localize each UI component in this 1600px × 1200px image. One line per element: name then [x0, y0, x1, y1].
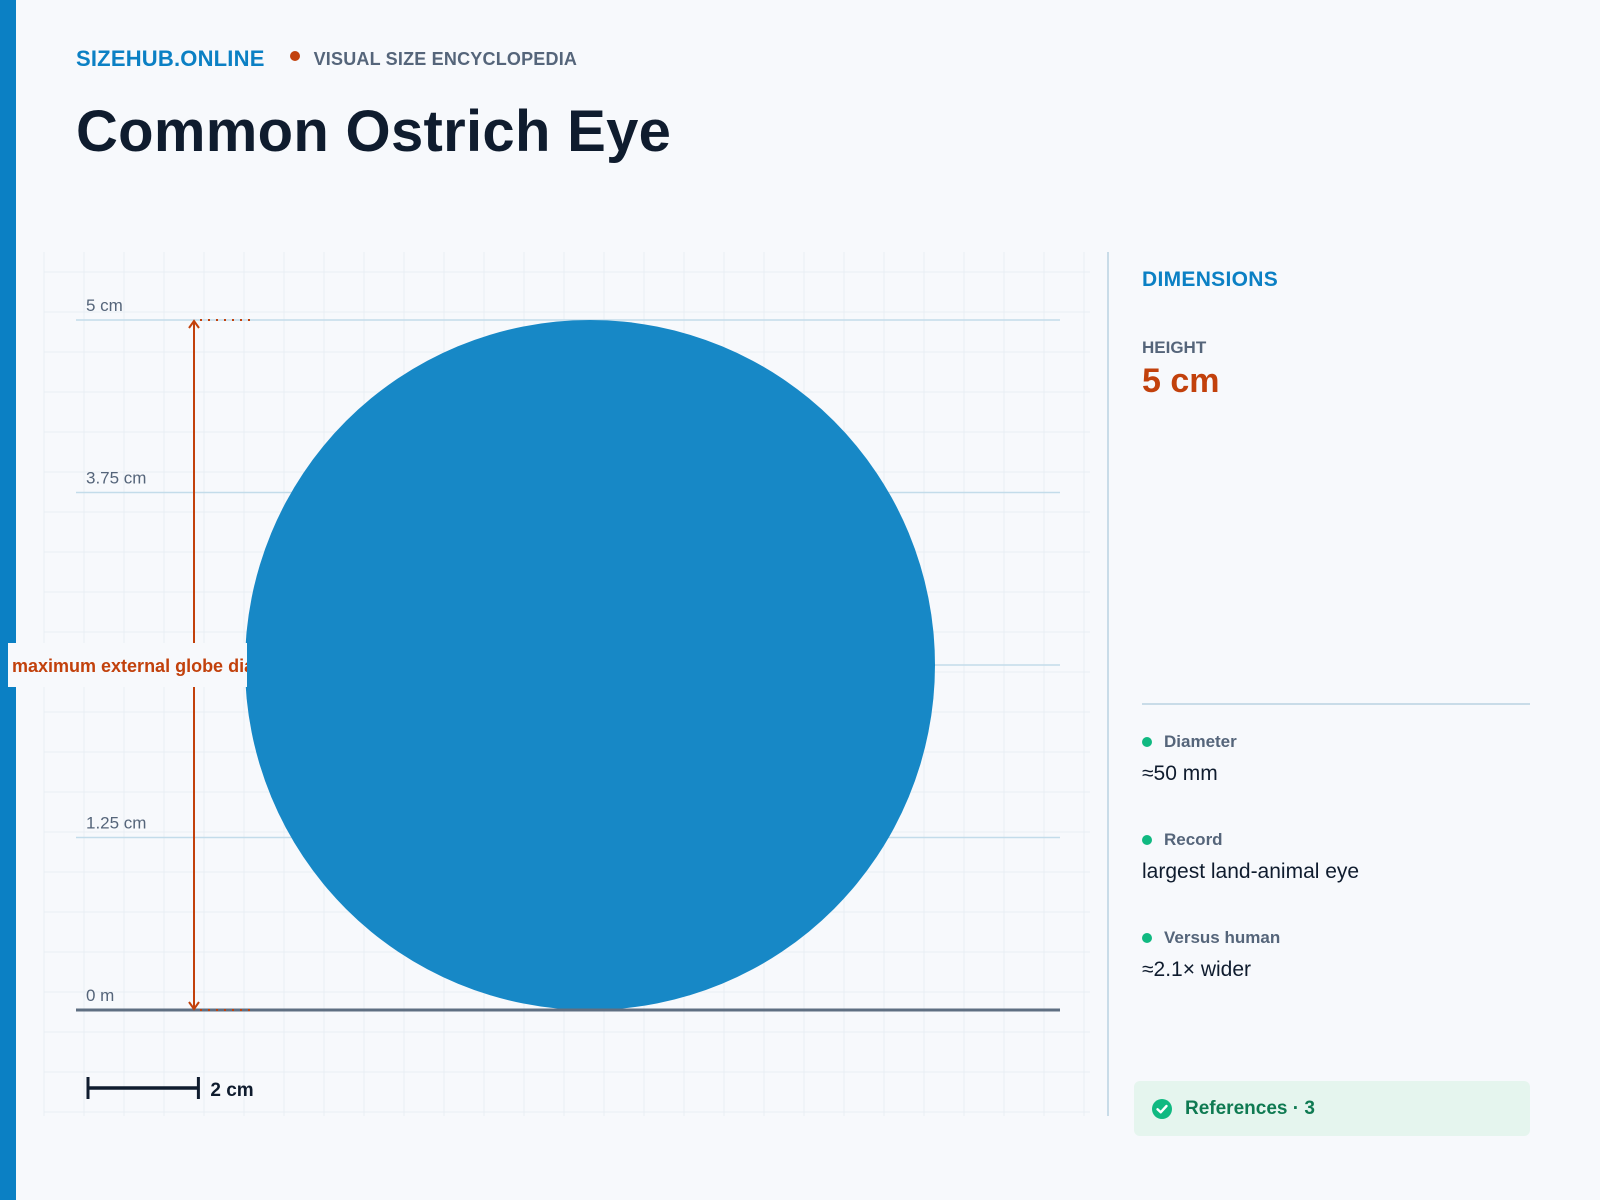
axis-tick-label: 1.25 cm	[86, 814, 146, 833]
bullet-dot-icon	[1142, 835, 1152, 845]
fact-value: ≈2.1× wider	[1142, 958, 1251, 981]
size-figure: 5 cm3.75 cm2.5 cm1.25 cm0 m maximum exte…	[0, 240, 1100, 1120]
measure-label-bg	[8, 643, 247, 687]
left-accent-stripe	[0, 0, 16, 1200]
header-separator-dot	[289, 51, 300, 61]
fact-value: ≈50 mm	[1142, 762, 1218, 785]
arrow-down-icon	[188, 1001, 200, 1011]
fact-value: largest land-animal eye	[1142, 860, 1360, 883]
dimensions-panel: DIMENSIONS HEIGHT 5 cm Diameter ≈50 mm R…	[1142, 252, 1532, 1132]
measure-label-group: maximum external globe diameter	[8, 643, 303, 687]
size-figure-canvas: 5 cm3.75 cm2.5 cm1.25 cm0 m maximum exte…	[8, 252, 1090, 1116]
fact-label: Record	[1164, 830, 1223, 849]
fact-diameter: Diameter ≈50 mm	[1142, 732, 1530, 786]
bullet-dot-icon	[1142, 933, 1152, 943]
panel-divider	[1107, 252, 1109, 1116]
panel-rule	[1142, 703, 1530, 705]
page-title: Common Ostrich Eye	[76, 99, 672, 164]
axis-tick-label: 5 cm	[86, 296, 123, 315]
bullet-dot-icon	[1142, 737, 1152, 747]
site-header: SIZEHUB.ONLINE VISUAL SIZE ENCYCLOPEDIA	[76, 46, 577, 72]
fact-label: Versus human	[1164, 928, 1281, 947]
axis-tick-label: 0 m	[86, 986, 114, 1005]
references-button[interactable]: References · 3	[1134, 1081, 1530, 1136]
fact-record: Record largest land-animal eye	[1142, 830, 1530, 884]
height-value: 5 cm	[1142, 362, 1220, 400]
measure-label: maximum external globe diameter	[12, 656, 303, 676]
fact-versus-human: Versus human ≈2.1× wider	[1142, 928, 1530, 982]
object-shape	[245, 320, 935, 1010]
arrow-up-icon	[188, 319, 200, 329]
panel-heading: DIMENSIONS	[1142, 268, 1279, 291]
site-name-link[interactable]: SIZEHUB.ONLINE	[76, 46, 265, 71]
references-label: References · 3	[1185, 1097, 1315, 1119]
check-circle-icon	[1152, 1098, 1172, 1119]
height-label: HEIGHT	[1142, 338, 1207, 357]
axis-tick-label: 3.75 cm	[86, 469, 146, 488]
scale-bar-label: 2 cm	[210, 1080, 253, 1101]
site-tagline: VISUAL SIZE ENCYCLOPEDIA	[313, 48, 578, 69]
fact-label: Diameter	[1164, 732, 1237, 751]
